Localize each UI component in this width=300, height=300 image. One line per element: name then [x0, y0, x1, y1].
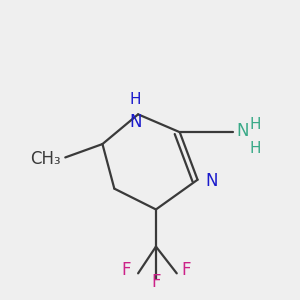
- Text: H: H: [130, 92, 142, 107]
- Text: N: N: [236, 122, 249, 140]
- Text: F: F: [121, 261, 131, 279]
- Text: N: N: [205, 172, 217, 190]
- Text: F: F: [151, 273, 161, 291]
- Text: CH₃: CH₃: [30, 150, 61, 168]
- Text: N: N: [130, 113, 142, 131]
- Text: H: H: [250, 141, 261, 156]
- Text: F: F: [181, 261, 191, 279]
- Text: H: H: [250, 117, 261, 132]
